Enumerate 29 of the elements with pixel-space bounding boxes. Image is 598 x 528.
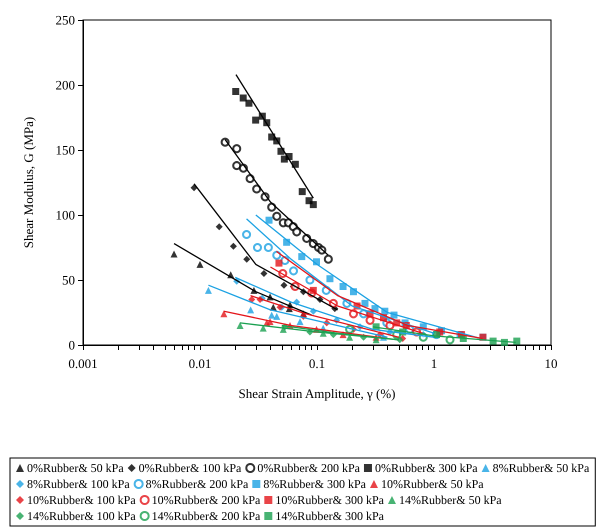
legend-label: 8%Rubber& 50 kPa bbox=[492, 461, 590, 475]
y-tick-label: 50 bbox=[62, 272, 75, 288]
y-axis-title: Shear Modulus, G (MPa) bbox=[21, 116, 36, 248]
legend-label: 10%Rubber& 200 kPa bbox=[152, 493, 261, 507]
y-tick-label: 100 bbox=[56, 208, 75, 222]
x-tick-label: 0.01 bbox=[188, 356, 212, 371]
x-tick-label: 0.001 bbox=[68, 356, 98, 371]
x-tick-label: 10 bbox=[544, 356, 558, 371]
x-axis-title: Shear Strain Amplitude, γ (%) bbox=[238, 386, 396, 401]
x-tick-label: 0.1 bbox=[308, 356, 326, 371]
y-tick-label: 200 bbox=[56, 78, 75, 92]
legend-label: 14%Rubber& 200 kPa bbox=[152, 509, 261, 523]
legend-label: 0%Rubber& 200 kPa bbox=[257, 461, 361, 475]
legend-label: 8%Rubber& 300 kPa bbox=[263, 477, 367, 491]
y-tick-label: 150 bbox=[56, 142, 75, 158]
legend-label: 8%Rubber& 200 kPa bbox=[146, 477, 249, 491]
legend-label: 10%Rubber& 300 kPa bbox=[275, 493, 385, 507]
legend-label: 0%Rubber& 100 kPa bbox=[138, 461, 242, 475]
y-tick-label: 0 bbox=[68, 338, 75, 352]
legend-label: 0%Rubber& 300 kPa bbox=[374, 461, 478, 475]
legend-label: 14%Rubber& 50 kPa bbox=[398, 493, 502, 507]
legend-label: 14%Rubber& 100 kPa bbox=[27, 509, 136, 523]
legend-label: 0%Rubber& 50 kPa bbox=[27, 461, 124, 475]
legend-label: 8%Rubber& 100 kPa bbox=[27, 477, 130, 491]
legend-label: 10%Rubber& 50 kPa bbox=[380, 477, 484, 491]
x-tick-label: 1 bbox=[430, 356, 438, 371]
legend-label: 14%Rubber& 300 kPa bbox=[275, 509, 385, 523]
y-tick-label: 250 bbox=[56, 12, 75, 28]
legend-label: 10%Rubber& 100 kPa bbox=[27, 493, 136, 507]
